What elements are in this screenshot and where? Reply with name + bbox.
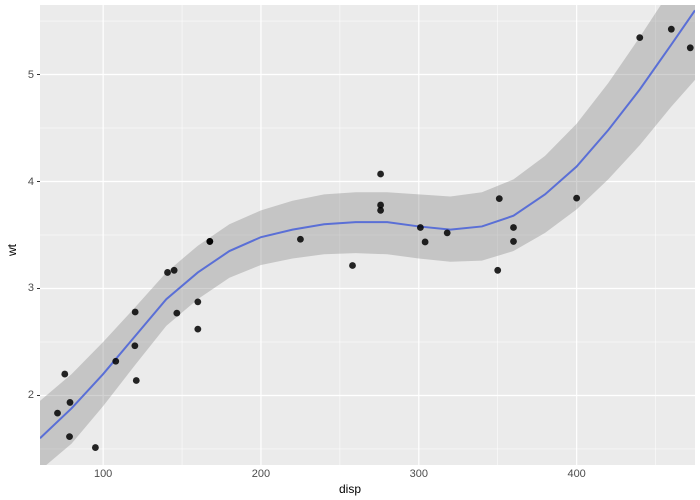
y-tick-mark	[37, 395, 40, 396]
y-tick-label: 2	[28, 389, 34, 401]
x-tick-label: 300	[410, 468, 428, 480]
x-axis-label: disp	[339, 482, 361, 496]
x-tick-label: 200	[252, 468, 270, 480]
y-tick-label: 4	[28, 176, 34, 188]
y-tick-label: 5	[28, 69, 34, 81]
scatter-chart: wt disp 100 200 300 400 2 3 4 5	[0, 0, 700, 500]
y-tick-label: 3	[28, 282, 34, 294]
y-axis-label: wt	[5, 244, 19, 256]
x-tick-label: 100	[94, 468, 112, 480]
y-tick-mark	[37, 288, 40, 289]
plot-svg	[40, 5, 695, 465]
x-tick-label: 400	[567, 468, 585, 480]
plot-panel	[40, 5, 695, 465]
y-tick-mark	[37, 181, 40, 182]
y-tick-mark	[37, 74, 40, 75]
